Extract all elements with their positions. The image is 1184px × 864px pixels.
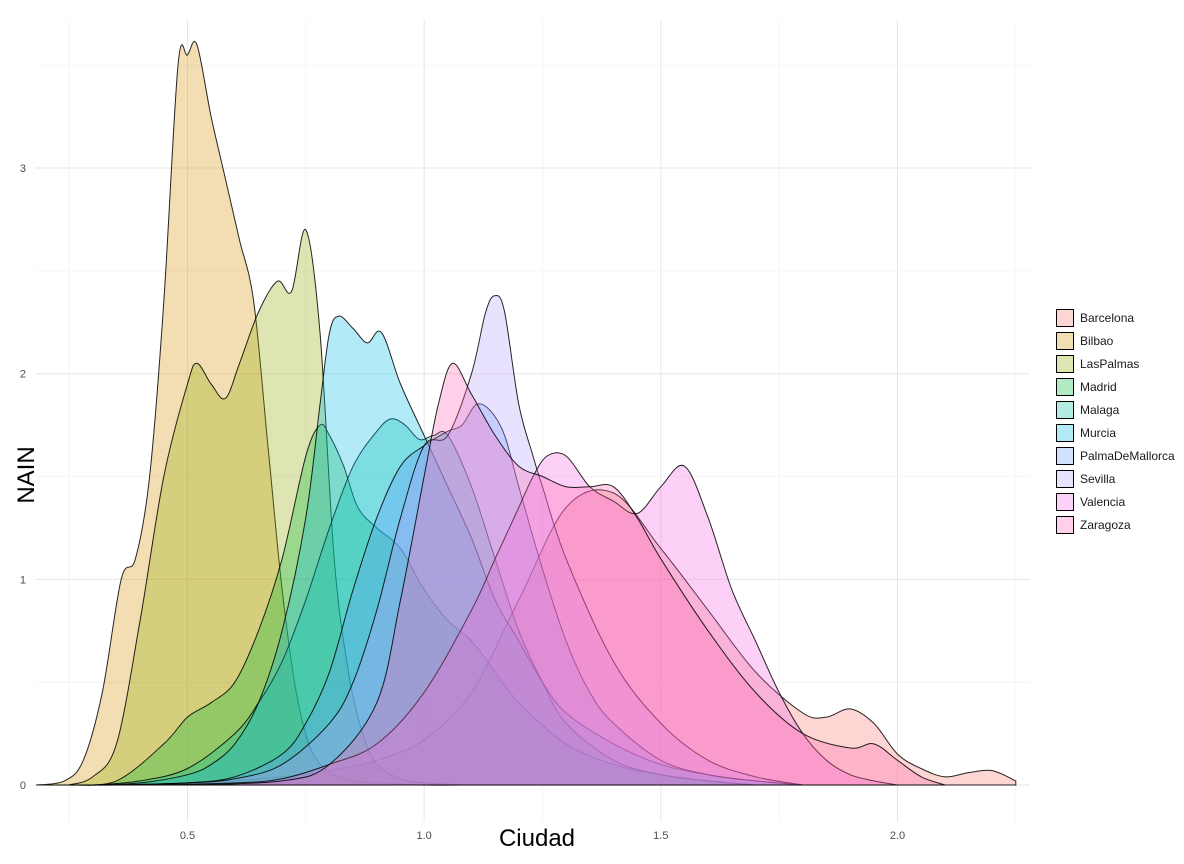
legend-swatch	[1056, 446, 1074, 465]
x-tick-label: 1.5	[653, 830, 668, 842]
legend-swatch	[1056, 469, 1074, 488]
density-area-barcelona	[45, 489, 1017, 786]
density-areas	[35, 40, 1017, 786]
legend-label: Zaragoza	[1080, 517, 1131, 532]
density-area-palmademallorca	[116, 403, 803, 786]
legend-item-madrid: Madrid	[1056, 375, 1175, 398]
x-tick-label: 2.0	[890, 830, 905, 842]
y-tick-label: 3	[20, 163, 26, 175]
x-axis-title: Ciudad	[499, 825, 575, 852]
legend-swatch	[1056, 515, 1074, 534]
legend-item-palmademallorca: PalmaDeMallorca	[1056, 444, 1175, 467]
legend-swatch	[1056, 492, 1074, 511]
legend-label: Malaga	[1080, 402, 1120, 417]
legend-swatch	[1056, 354, 1074, 373]
x-axis-ticks: 0.5 1.0 1.5 2.0	[180, 830, 905, 842]
y-axis-ticks: 0 1 2 3	[20, 163, 26, 792]
legend-item-sevilla: Sevilla	[1056, 467, 1175, 490]
legend-swatch	[1056, 308, 1074, 327]
legend-label: Valencia	[1080, 494, 1126, 509]
legend-label: Barcelona	[1080, 310, 1135, 325]
y-tick-label: 0	[20, 780, 26, 792]
legend-item-murcia: Murcia	[1056, 421, 1175, 444]
y-axis-title: NAIN	[13, 446, 40, 503]
legend-item-barcelona: Barcelona	[1056, 306, 1175, 329]
legend-label: Bilbao	[1080, 333, 1114, 348]
x-tick-label: 0.5	[180, 830, 195, 842]
legend-item-bilbao: Bilbao	[1056, 329, 1175, 352]
legend-label: LasPalmas	[1080, 356, 1140, 371]
legend-swatch	[1056, 400, 1074, 419]
y-tick-label: 2	[20, 369, 26, 381]
legend-swatch	[1056, 377, 1074, 396]
legend-label: Murcia	[1080, 425, 1117, 440]
legend-item-valencia: Valencia	[1056, 490, 1175, 513]
legend: Barcelona Bilbao LasPalmas Madrid Malaga Murc…	[1056, 306, 1175, 536]
legend-swatch	[1056, 423, 1074, 442]
legend-item-zaragoza: Zaragoza	[1056, 513, 1175, 536]
legend-item-malaga: Malaga	[1056, 398, 1175, 421]
density-area-murcia	[92, 315, 803, 786]
legend-label: PalmaDeMallorca	[1080, 448, 1175, 463]
legend-label: Sevilla	[1080, 471, 1116, 486]
density-area-zaragoza	[187, 362, 945, 786]
density-area-madrid	[69, 423, 756, 786]
density-area-valencia	[140, 452, 898, 786]
legend-item-laspalmas: LasPalmas	[1056, 352, 1175, 375]
y-tick-label: 1	[20, 574, 26, 586]
legend-label: Madrid	[1080, 379, 1117, 394]
legend-swatch	[1056, 331, 1074, 350]
density-area-sevilla	[116, 295, 803, 786]
density-area-laspalmas	[68, 229, 472, 786]
x-tick-label: 1.0	[416, 830, 431, 842]
